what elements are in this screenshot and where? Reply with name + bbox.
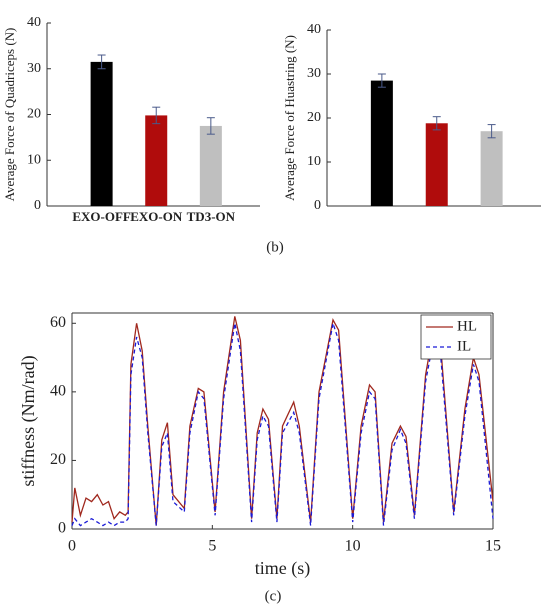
error-bar <box>97 54 106 70</box>
panel-caption: (c) <box>265 588 282 604</box>
line-series <box>71 323 494 527</box>
y-tick-label: 0 <box>58 520 66 537</box>
y-tick-label: 20 <box>307 110 321 125</box>
x-tick-label: 0 <box>68 538 76 555</box>
bar <box>145 115 168 206</box>
y-tick-label: 0 <box>34 198 41 213</box>
panel-caption: (b) <box>266 239 284 255</box>
y-axis-label: Average Force of Huastring (N) <box>282 35 297 201</box>
bar <box>199 125 222 206</box>
y-tick-label: 40 <box>50 383 66 400</box>
y-axis-label: Average Force of Quadriceps (N) <box>2 28 17 202</box>
line-series <box>71 316 494 526</box>
y-tick-label: 30 <box>27 61 41 76</box>
legend-box <box>420 314 492 360</box>
y-tick-label: 20 <box>27 107 41 122</box>
x-tick-label: EXO-OFF <box>72 209 131 224</box>
x-tick-label: TD3-ON <box>187 209 236 224</box>
y-tick-label: 40 <box>307 22 321 37</box>
y-tick-label: 20 <box>50 451 66 468</box>
legend-label: IL <box>457 338 471 354</box>
error-bar <box>487 124 496 139</box>
legend-label: HL <box>457 318 477 334</box>
x-tick-label: 10 <box>345 538 361 555</box>
bar <box>90 61 113 207</box>
x-tick-label: 15 <box>485 538 501 555</box>
y-tick-label: 30 <box>307 66 321 81</box>
y-tick-label: 60 <box>50 314 66 331</box>
y-tick-label: 10 <box>27 152 41 167</box>
bar <box>370 80 393 206</box>
y-axis-label: stiffness (Nm/rad) <box>18 355 39 486</box>
y-tick-label: 10 <box>307 154 321 169</box>
x-tick-label: 5 <box>208 538 216 555</box>
bar <box>480 131 503 206</box>
error-bar <box>206 117 215 135</box>
error-bar <box>432 116 441 131</box>
y-tick-label: 40 <box>27 15 41 30</box>
y-tick-label: 0 <box>314 198 321 213</box>
x-tick-label: EXO-ON <box>130 209 183 224</box>
x-axis-label: time (s) <box>255 558 311 579</box>
bar <box>425 123 448 206</box>
error-bar <box>377 73 386 88</box>
error-bar <box>152 106 161 125</box>
